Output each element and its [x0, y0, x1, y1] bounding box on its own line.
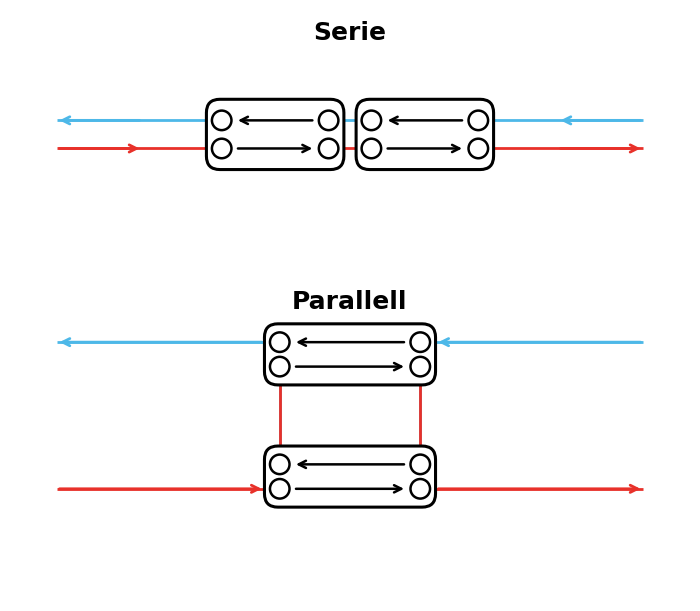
Text: Parallell: Parallell	[293, 290, 407, 314]
Text: Serie: Serie	[314, 21, 386, 45]
FancyBboxPatch shape	[206, 99, 344, 169]
FancyBboxPatch shape	[265, 446, 435, 507]
FancyBboxPatch shape	[356, 99, 494, 169]
FancyBboxPatch shape	[265, 324, 435, 385]
